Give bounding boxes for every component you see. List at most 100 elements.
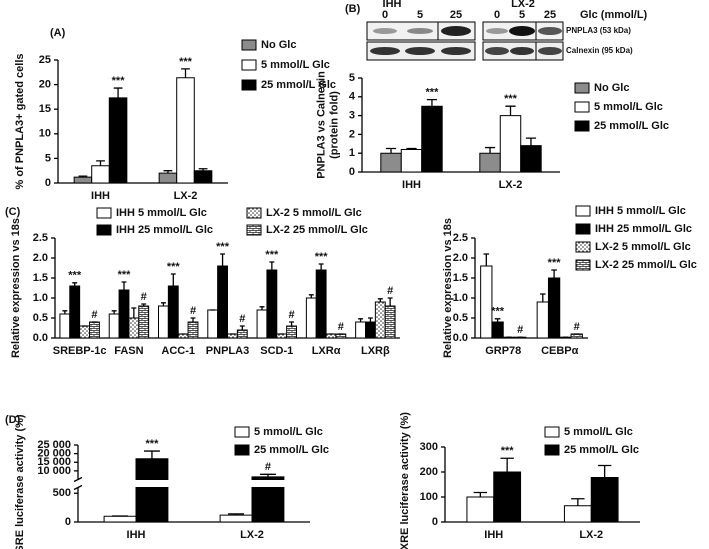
bar: [108, 313, 120, 339]
y-tick-label: 100: [420, 491, 438, 503]
bar: [335, 333, 347, 339]
bar: [563, 505, 592, 523]
error-bar: [483, 253, 490, 266]
error-bar: [571, 498, 585, 506]
error-bar: [160, 302, 166, 306]
significance: #: [574, 321, 580, 333]
band: [441, 47, 471, 55]
y-tick-label: 1.0: [33, 292, 48, 304]
band: [509, 26, 535, 36]
bar: [421, 105, 443, 173]
error-bar: [377, 298, 383, 302]
y-tick-label: 0: [45, 177, 51, 189]
y-tick-label: 0: [65, 516, 71, 528]
legend-label: IHH 5 mmol/L Glc: [116, 207, 207, 219]
legend-label: 5 mmol/L Glc: [594, 101, 663, 113]
error-bar: [494, 318, 501, 322]
significance: #: [387, 285, 393, 297]
significance: #: [141, 291, 147, 303]
legend-label: 25 mmol/L Glc: [261, 79, 336, 91]
significance: ***: [548, 257, 562, 269]
bar: [128, 317, 140, 339]
bar: [499, 115, 522, 173]
y-tick-label: 15: [39, 103, 51, 115]
legend-swatch: [575, 223, 591, 235]
bar: [374, 301, 386, 339]
y-tick-label: 20 000: [37, 448, 71, 460]
bar: [118, 289, 130, 339]
bar: [256, 309, 268, 339]
y-tick-label: 0.0: [453, 332, 468, 344]
bar: [380, 152, 402, 173]
x-tick-label: LXRβ: [361, 345, 390, 357]
bar: [138, 305, 150, 339]
bar: [479, 152, 501, 173]
error-bar: [473, 491, 488, 497]
band: [441, 26, 471, 36]
bar: [536, 301, 549, 339]
error-bar: [113, 87, 123, 98]
bar: [236, 329, 248, 339]
y-axis-label: LXRE luciferase activity (%): [399, 412, 411, 549]
significance: ***: [179, 56, 193, 68]
band: [407, 28, 433, 34]
bar: [108, 97, 128, 184]
error-bar: [228, 513, 245, 516]
bar: [73, 176, 93, 184]
bar: [59, 313, 71, 339]
legend-swatch: [234, 444, 250, 456]
error-bar: [308, 294, 314, 298]
y-tick-label: 0.5: [453, 312, 468, 324]
bar: [251, 476, 285, 523]
band: [538, 27, 562, 35]
bar: [315, 269, 327, 339]
y-tick-label: 200: [420, 466, 438, 478]
lane-label: 5: [519, 9, 525, 21]
panel-label: (D): [5, 414, 21, 426]
legend-swatch: [96, 224, 112, 236]
y-tick-label: 25: [39, 54, 51, 66]
x-tick-label: SCD-1: [260, 345, 293, 357]
error-bar: [96, 160, 105, 166]
x-tick-label: LX-2: [174, 190, 198, 202]
y-tick-label: 2: [349, 128, 355, 140]
y-tick-label: 2.0: [33, 252, 48, 264]
legend-label: IHH 5 mmol/L Glc: [595, 205, 686, 217]
legend-label: 5 mmol/L Glc: [261, 59, 330, 71]
significance: ***: [216, 241, 230, 253]
significance: #: [517, 324, 523, 336]
legend-label: No Glc: [594, 82, 629, 94]
bar: [158, 305, 169, 339]
error-bar: [358, 318, 364, 322]
legend-swatch: [544, 444, 560, 456]
legend-label: IHH 25 mmol/L Glc: [595, 223, 692, 235]
panel-label: (C): [5, 206, 21, 218]
bar: [520, 145, 542, 173]
legend-label: LX-2 25 mmol/L Glc: [266, 224, 368, 236]
bar: [103, 515, 137, 523]
band: [486, 28, 508, 34]
error-bar: [259, 473, 276, 477]
error-bar: [78, 175, 88, 178]
bar: [135, 458, 169, 523]
y-tick-label: 15 000: [37, 456, 71, 468]
band: [370, 47, 400, 55]
error-bar: [318, 263, 324, 270]
y-axis-label: SRE luciferase activity (%): [14, 414, 26, 549]
significance: #: [91, 309, 97, 321]
bar: [466, 496, 495, 523]
error-bar: [539, 293, 546, 302]
error-bar: [387, 297, 393, 306]
y-tick-label: 2.5: [453, 232, 468, 244]
y-tick-label: 300: [420, 441, 438, 453]
error-bar: [259, 306, 265, 310]
blot: [366, 21, 564, 61]
panel-label: (B): [345, 3, 361, 15]
bar: [219, 514, 253, 523]
legend-swatch: [575, 241, 591, 253]
lane-label: 25: [544, 9, 556, 21]
y-tick-label: 10: [39, 128, 51, 140]
y-axis-label: % of PNPLA3+ gated cells: [14, 53, 26, 189]
error-bar: [163, 170, 173, 174]
